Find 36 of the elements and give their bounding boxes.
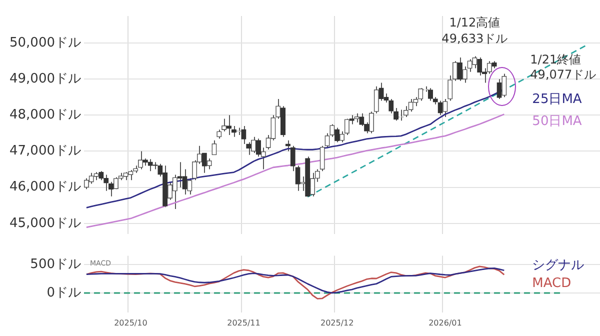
candlestick: [324, 132, 330, 148]
y-tick-label: 49,000ドル: [10, 71, 81, 86]
y-tick-label: 48,000ドル: [10, 108, 81, 123]
y-tick-label: 0ドル: [46, 285, 81, 300]
candlestick: [212, 140, 217, 156]
candlestick: [388, 98, 394, 114]
candlestick: [260, 147, 266, 170]
y-tick-label: 46,000ドル: [10, 180, 81, 195]
x-tick-label: 2025/12: [320, 318, 354, 328]
candlestick: [216, 129, 222, 140]
text: 50日MA: [532, 114, 582, 130]
text: シグナル: [532, 258, 584, 274]
candlestick: [320, 145, 325, 172]
candlestick: [222, 118, 227, 132]
candlestick: [428, 88, 433, 102]
candlestick: [442, 98, 448, 118]
y-tick-label: 47,000ドル: [10, 144, 81, 159]
annotation: 1/12高値 49,633ドル: [442, 15, 508, 46]
candlestick: [394, 107, 399, 122]
y-tick-label: 50,000ドル: [10, 35, 81, 50]
x-tick-label: 2025/10: [114, 318, 148, 328]
candlestick: [251, 136, 256, 154]
y-tick-label: 45,000ドル: [10, 216, 81, 231]
text: MACD: [532, 276, 572, 292]
candlestick: [354, 112, 360, 123]
annotation: 1/21終値 49,077ドル: [530, 52, 596, 82]
candlestick: [374, 86, 379, 114]
x-tick-label: 2026/01: [428, 318, 462, 328]
candlestick: [300, 176, 306, 192]
candlestick: [330, 124, 335, 138]
y-tick-label: 500ドル: [30, 256, 81, 272]
candlestick: [276, 98, 281, 120]
x-tick-label: 2025/11: [227, 318, 260, 328]
candlestick: [206, 158, 212, 170]
text: 25日MA: [532, 92, 582, 108]
candlestick: [502, 73, 507, 98]
